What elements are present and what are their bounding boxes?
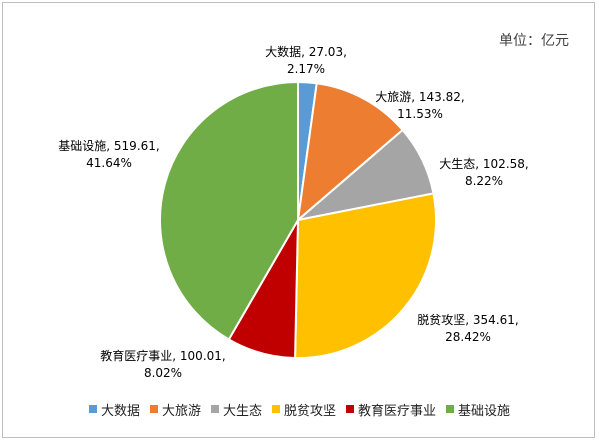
legend-swatch xyxy=(446,405,455,413)
slice-label-5: 基础设施, 519.61, 41.64% xyxy=(58,139,159,170)
legend-label: 脱贫攻坚 xyxy=(284,403,337,419)
legend-item-0: 大数据 xyxy=(88,400,140,419)
legend-label: 大生态 xyxy=(222,403,262,419)
legend-label: 基础设施 xyxy=(458,403,511,419)
legend-label: 教育医疗事业 xyxy=(358,403,437,419)
legend: 大数据 大旅游 大生态 脱贫攻坚 教育医疗事业 基础设施 xyxy=(0,398,599,420)
legend-label: 大数据 xyxy=(100,403,140,419)
pie-slice-3 xyxy=(294,192,437,359)
legend-swatch xyxy=(346,405,355,413)
pie-chart: 大数据, 27.03, 2.17% 大旅游, 143.82, 11.53% 大生态, 1… xyxy=(58,44,528,380)
legend-swatch xyxy=(149,405,158,413)
slice-label-1: 大旅游, 143.82, 11.53% xyxy=(375,90,464,121)
slice-label-3: 脱贫攻坚, 354.61, 28.42% xyxy=(417,312,518,344)
pie-slices xyxy=(159,80,437,359)
unit-label: 单位：亿元 xyxy=(499,33,569,49)
legend-item-4: 教育医疗事业 xyxy=(346,400,436,419)
legend-swatch xyxy=(210,405,219,413)
slice-label-4: 教育医疗事业, 100.01, 8.02% xyxy=(100,348,225,380)
legend-swatch xyxy=(88,405,97,413)
legend-swatch xyxy=(272,405,280,413)
pie-slice-1 xyxy=(296,82,405,223)
legend-item-5: 基础设施 xyxy=(446,400,510,419)
pie-labels: 大数据, 27.03, 2.17% 大旅游, 143.82, 11.53% 大生态, 1… xyxy=(58,44,528,380)
legend-item-3: 脱贫攻坚 xyxy=(272,400,336,419)
pie-slice-5 xyxy=(159,80,299,341)
slice-label-0: 大数据, 27.03, 2.17% xyxy=(265,44,347,76)
slice-label-2: 大生态, 102.58, 8.22% xyxy=(439,157,528,188)
legend-item-1: 大旅游 xyxy=(149,400,201,419)
legend-item-2: 大生态 xyxy=(210,400,262,419)
legend-label: 大旅游 xyxy=(161,403,201,419)
